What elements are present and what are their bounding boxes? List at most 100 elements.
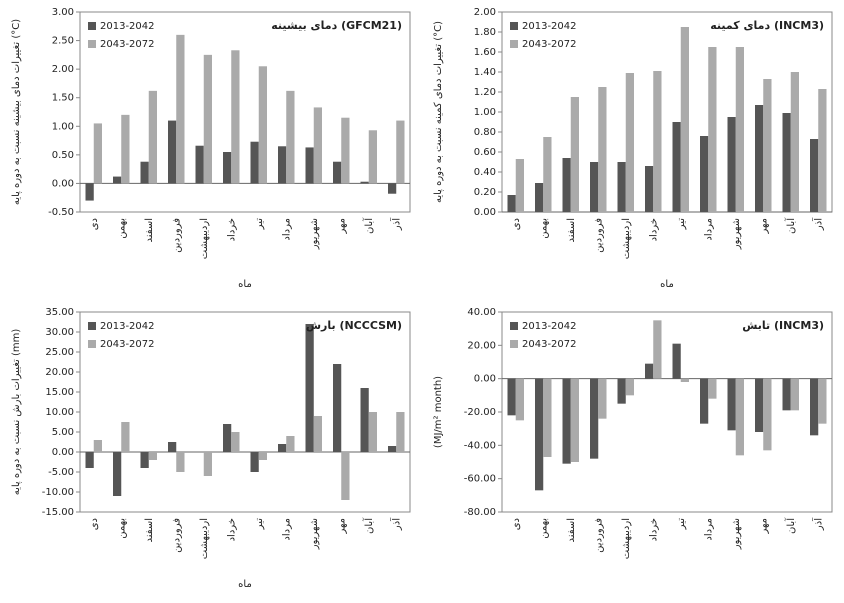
y-tick-label: 40.00	[467, 307, 496, 318]
y-tick-label: 1.50	[52, 93, 74, 104]
bar	[755, 105, 763, 212]
x-tick-label: مهر	[336, 218, 347, 234]
bar	[204, 55, 212, 184]
bar	[700, 379, 708, 424]
legend-label: 2013-2042	[522, 21, 577, 32]
y-tick-label: 3.00	[52, 7, 74, 18]
x-tick-label: تیر	[676, 218, 687, 231]
bar	[508, 195, 516, 212]
x-axis-label: ماه	[238, 579, 252, 590]
bar	[314, 107, 322, 183]
bar	[791, 72, 799, 212]
bar	[259, 452, 267, 460]
x-tick-label: اسفند	[566, 518, 577, 542]
bar	[763, 379, 771, 451]
x-tick-label: اسفند	[144, 218, 155, 242]
bar	[121, 115, 129, 184]
bar	[306, 147, 314, 183]
bar	[94, 440, 102, 452]
bar	[251, 452, 259, 472]
bar	[736, 379, 744, 456]
x-tick-label: شهریور	[309, 518, 320, 550]
x-tick-label: تیر	[676, 518, 687, 531]
bar	[543, 137, 551, 212]
y-tick-label: 1.40	[474, 67, 496, 78]
bar	[121, 422, 129, 452]
bar	[278, 146, 286, 183]
y-tick-label: -0.50	[48, 207, 74, 218]
chart-title: بارش (NCCCSM)	[306, 319, 402, 332]
y-tick-label: 1.60	[474, 47, 496, 58]
bar	[700, 136, 708, 212]
bar	[645, 166, 653, 212]
bar	[168, 442, 176, 452]
bar	[708, 47, 716, 212]
bar	[810, 139, 818, 212]
y-tick-label: 0.60	[474, 147, 496, 158]
bar	[176, 452, 184, 472]
y-tick-label: 0.40	[474, 167, 496, 178]
bar	[681, 27, 689, 212]
y-tick-label: 1.00	[474, 107, 496, 118]
y-tick-label: 1.20	[474, 87, 496, 98]
bar	[590, 162, 598, 212]
bar	[535, 183, 543, 212]
bar	[286, 436, 294, 452]
x-tick-label: اردیبهشت	[621, 218, 632, 259]
legend-label: 2043-2072	[522, 39, 577, 50]
bar	[783, 113, 791, 212]
x-tick-label: آبان	[784, 517, 797, 534]
bar	[176, 35, 184, 184]
y-tick-label: 35.00	[45, 307, 74, 318]
bar	[736, 47, 744, 212]
bar	[810, 379, 818, 436]
legend-swatch	[88, 322, 96, 330]
bar	[516, 159, 524, 212]
bar	[86, 183, 94, 200]
legend-label: 2043-2072	[100, 339, 155, 350]
bar	[113, 177, 121, 184]
y-tick-label: 0.00	[52, 178, 74, 189]
y-tick-label: -60.00	[464, 474, 496, 485]
bar	[563, 158, 571, 212]
x-tick-label: خرداد	[226, 218, 237, 241]
bar	[361, 182, 369, 184]
bar	[626, 73, 634, 212]
bar	[231, 432, 239, 452]
chart-title: دمای بیشینه (GFCM21)	[271, 19, 402, 32]
bar	[278, 444, 286, 452]
bar	[388, 446, 396, 452]
bar	[645, 364, 653, 379]
x-tick-label: دی	[511, 518, 522, 530]
y-tick-label: 20.00	[45, 367, 74, 378]
bar	[196, 146, 204, 184]
legend-swatch	[510, 40, 518, 48]
bar	[168, 121, 176, 184]
y-tick-label: 30.00	[45, 327, 74, 338]
bar	[259, 66, 267, 183]
legend-swatch	[510, 340, 518, 348]
bar	[818, 89, 826, 212]
x-tick-label: مهر	[758, 218, 769, 234]
bar	[396, 412, 404, 452]
x-tick-label: فروردین	[593, 518, 604, 553]
y-tick-label: 0.20	[474, 187, 496, 198]
y-tick-label: 2.00	[52, 64, 74, 75]
x-tick-label: فروردین	[593, 218, 604, 253]
bar	[728, 117, 736, 212]
bar	[314, 416, 322, 452]
bar	[708, 379, 716, 399]
bar	[673, 344, 681, 379]
x-tick-label: مرداد	[281, 518, 292, 541]
bar	[791, 379, 799, 411]
bar	[763, 79, 771, 212]
x-tick-label: آبان	[362, 217, 375, 234]
y-tick-label: 2.00	[474, 7, 496, 18]
bar	[653, 320, 661, 378]
bar	[223, 152, 231, 183]
y-tick-label: 0.80	[474, 127, 496, 138]
legend-label: 2043-2072	[522, 339, 577, 350]
x-axis-label: ماه	[660, 279, 674, 290]
bar	[94, 123, 102, 183]
legend-label: 2013-2042	[100, 321, 155, 332]
